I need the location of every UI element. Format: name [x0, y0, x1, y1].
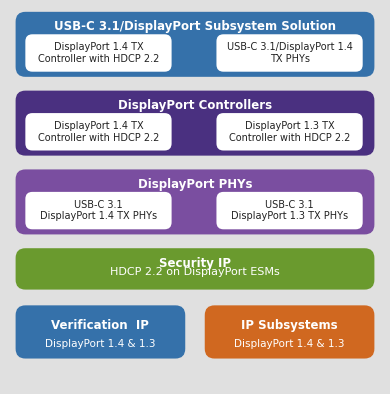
Text: DisplayPort Controllers: DisplayPort Controllers — [118, 99, 272, 112]
FancyBboxPatch shape — [16, 12, 374, 77]
FancyBboxPatch shape — [25, 192, 172, 229]
Text: DisplayPort 1.4 TX
Controller with HDCP 2.2: DisplayPort 1.4 TX Controller with HDCP … — [38, 121, 159, 143]
FancyBboxPatch shape — [205, 305, 374, 359]
FancyBboxPatch shape — [216, 34, 363, 72]
Text: USB-C 3.1
DisplayPort 1.3 TX PHYs: USB-C 3.1 DisplayPort 1.3 TX PHYs — [231, 200, 348, 221]
Text: DisplayPort 1.4 & 1.3: DisplayPort 1.4 & 1.3 — [234, 339, 345, 349]
Text: USB-C 3.1/DisplayPort 1.4
TX PHYs: USB-C 3.1/DisplayPort 1.4 TX PHYs — [227, 42, 353, 64]
FancyBboxPatch shape — [216, 192, 363, 229]
Text: IP Subsystems: IP Subsystems — [241, 318, 338, 331]
FancyBboxPatch shape — [16, 248, 374, 290]
Text: DisplayPort 1.4 TX
Controller with HDCP 2.2: DisplayPort 1.4 TX Controller with HDCP … — [38, 42, 159, 64]
Text: DisplayPort 1.3 TX
Controller with HDCP 2.2: DisplayPort 1.3 TX Controller with HDCP … — [229, 121, 350, 143]
Text: USB-C 3.1/DisplayPort Subsystem Solution: USB-C 3.1/DisplayPort Subsystem Solution — [54, 20, 336, 33]
FancyBboxPatch shape — [16, 91, 374, 156]
Text: DisplayPort 1.4 & 1.3: DisplayPort 1.4 & 1.3 — [45, 339, 156, 349]
FancyBboxPatch shape — [25, 113, 172, 151]
Text: Verification  IP: Verification IP — [51, 318, 149, 331]
FancyBboxPatch shape — [16, 169, 374, 234]
FancyBboxPatch shape — [216, 113, 363, 151]
Text: DisplayPort PHYs: DisplayPort PHYs — [138, 178, 252, 191]
FancyBboxPatch shape — [16, 305, 185, 359]
FancyBboxPatch shape — [25, 34, 172, 72]
Text: HDCP 2.2 on DisplayPort ESMs: HDCP 2.2 on DisplayPort ESMs — [110, 267, 280, 277]
Text: Security IP: Security IP — [159, 257, 231, 270]
Text: USB-C 3.1
DisplayPort 1.4 TX PHYs: USB-C 3.1 DisplayPort 1.4 TX PHYs — [40, 200, 157, 221]
